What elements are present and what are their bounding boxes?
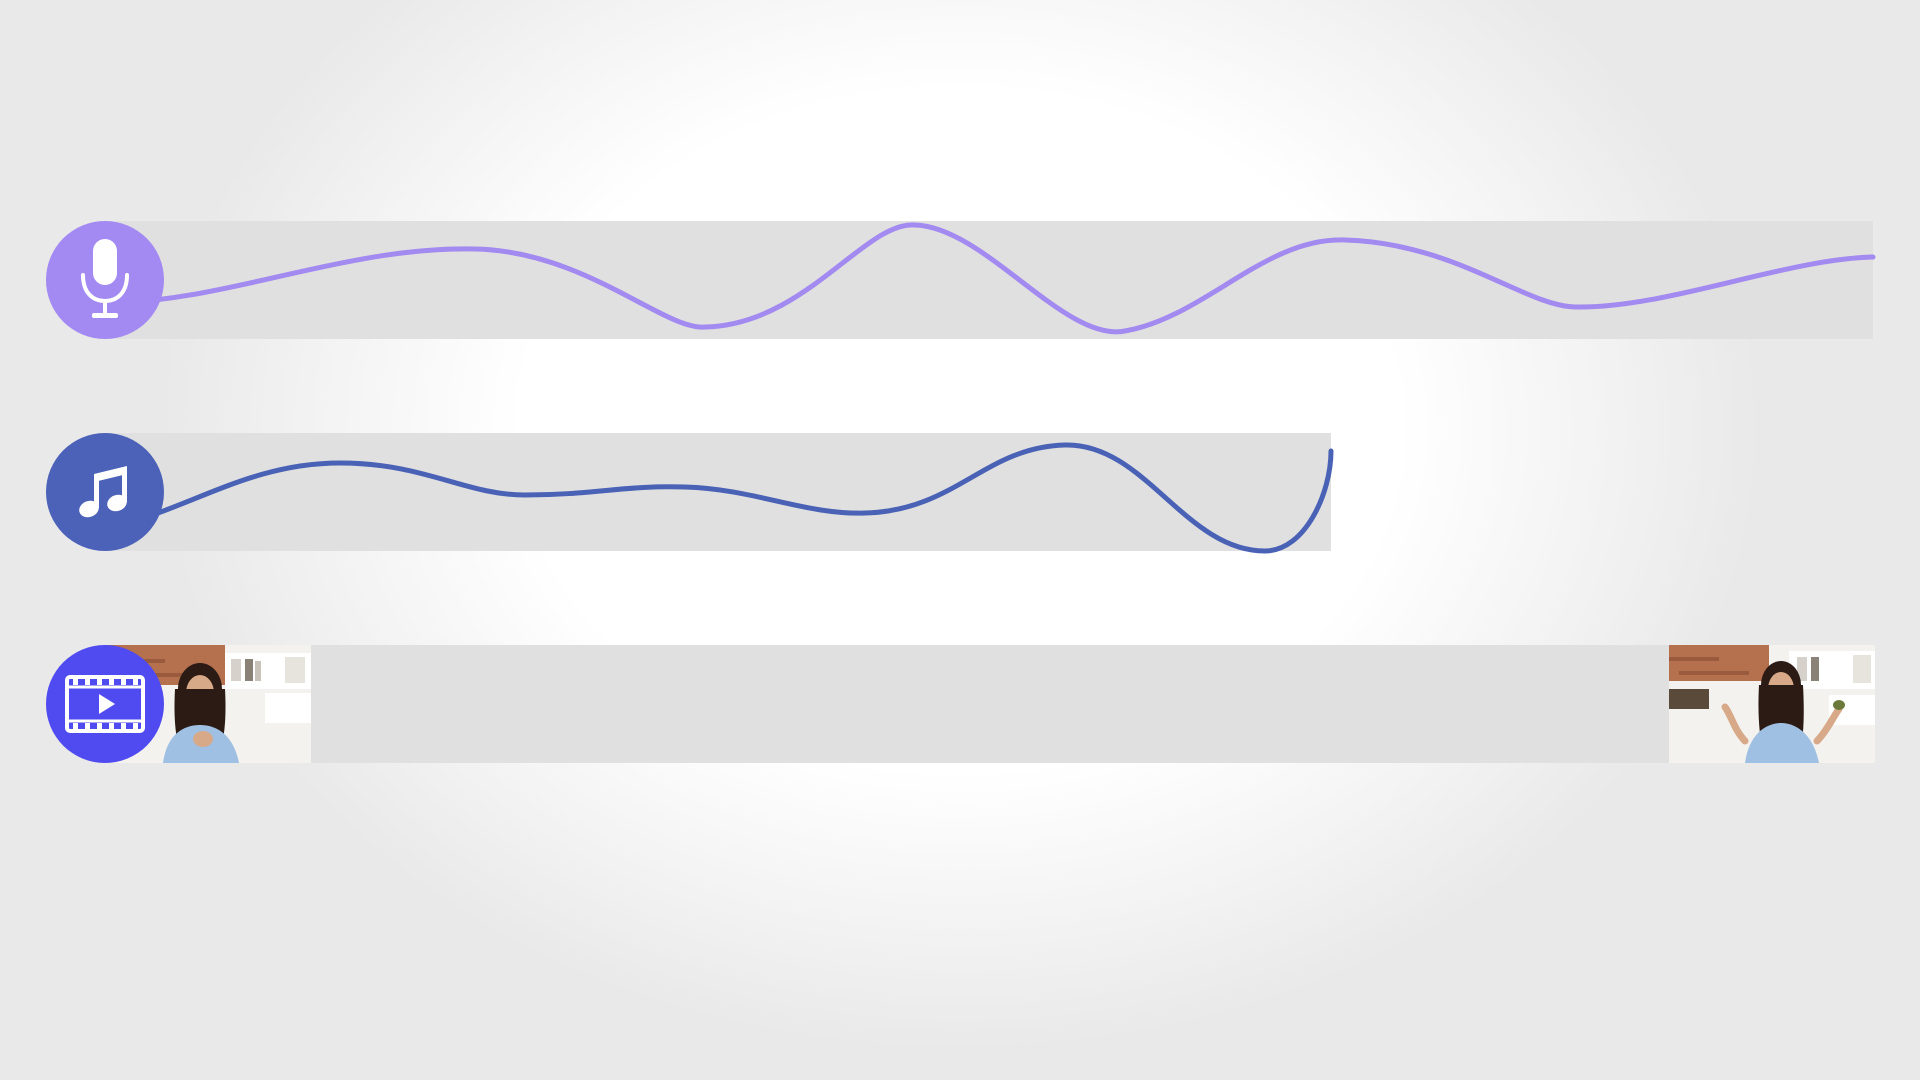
video-thumbnail-end[interactable] xyxy=(1669,645,1875,763)
video-play-icon xyxy=(65,675,145,733)
video-track[interactable] xyxy=(105,645,1875,763)
music-note-icon xyxy=(79,466,127,518)
video-thumbnail-end-image xyxy=(1669,645,1875,763)
voice-waveform xyxy=(102,222,1876,335)
voice-track-badge[interactable] xyxy=(46,221,164,339)
music-waveform xyxy=(102,442,1334,554)
microphone-icon xyxy=(81,239,129,318)
voice-track[interactable] xyxy=(102,221,1876,339)
music-track-badge[interactable] xyxy=(46,433,164,551)
video-track-badge[interactable] xyxy=(46,645,164,763)
music-track[interactable] xyxy=(102,433,1334,554)
